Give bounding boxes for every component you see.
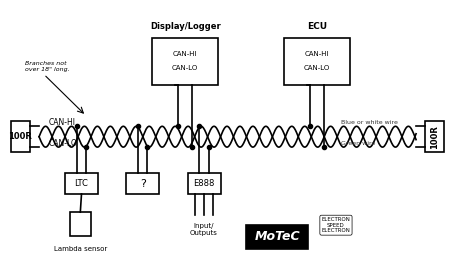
Bar xyxy=(426,121,444,152)
Bar xyxy=(65,173,98,194)
Bar xyxy=(246,225,308,249)
Text: MoTeC: MoTeC xyxy=(254,230,300,243)
Text: Input/
Outputs: Input/ Outputs xyxy=(190,222,218,236)
Text: Branches not
over 18" long.: Branches not over 18" long. xyxy=(25,61,70,72)
Text: Display/Logger: Display/Logger xyxy=(150,22,220,31)
Text: E888: E888 xyxy=(193,179,215,188)
Text: CAN-LO: CAN-LO xyxy=(304,65,330,71)
Text: CAN-LO: CAN-LO xyxy=(48,139,77,148)
Text: LTC: LTC xyxy=(74,179,89,188)
Text: Blue or white wire: Blue or white wire xyxy=(341,120,398,125)
Text: 100R: 100R xyxy=(430,125,439,149)
Bar xyxy=(11,121,30,152)
Text: ELECTRON
SPEED
ELECTRON: ELECTRON SPEED ELECTRON xyxy=(321,217,350,234)
Bar xyxy=(152,38,218,85)
Bar xyxy=(284,38,350,85)
Text: CAN-HI: CAN-HI xyxy=(173,51,197,57)
Text: CAN-HI: CAN-HI xyxy=(305,51,329,57)
Text: ECU: ECU xyxy=(307,22,327,31)
Text: Green wire: Green wire xyxy=(341,141,375,146)
Bar xyxy=(188,173,220,194)
Bar xyxy=(70,212,91,236)
Text: Lambda sensor: Lambda sensor xyxy=(54,246,107,252)
Text: 100R: 100R xyxy=(9,132,32,141)
Text: ?: ? xyxy=(140,179,146,189)
Bar xyxy=(126,173,159,194)
Text: CAN-HI: CAN-HI xyxy=(48,118,75,127)
Text: CAN-LO: CAN-LO xyxy=(172,65,198,71)
